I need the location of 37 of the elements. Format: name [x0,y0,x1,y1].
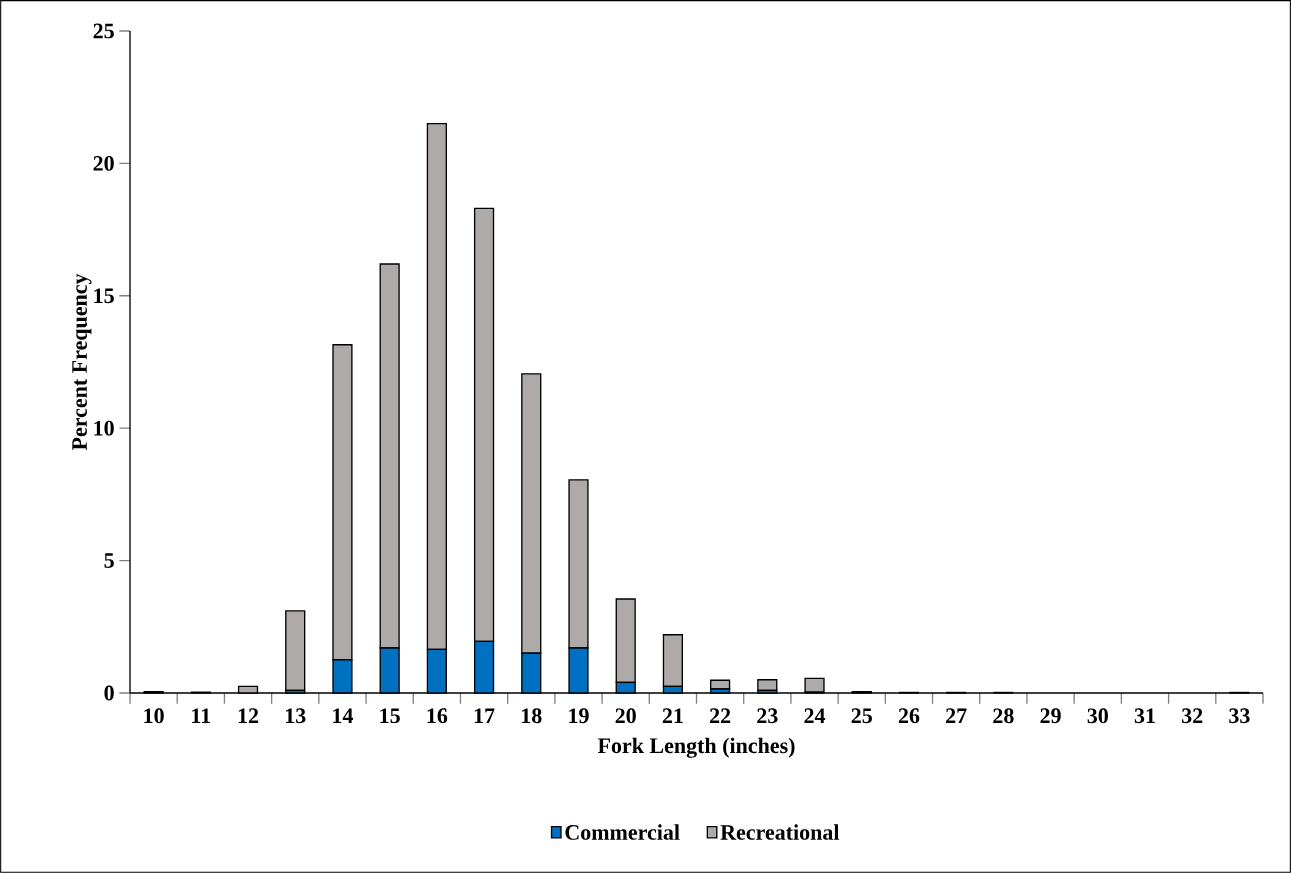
x-tick-label: 26 [898,708,920,724]
x-tick-label: 20 [615,708,636,724]
x-tick-label: 22 [710,708,731,723]
x-tick-label: 17 [474,708,495,723]
x-tick-label: 33 [1229,708,1250,724]
x-tick-label: 14 [333,708,354,723]
x-tick-label: 32 [1182,708,1203,724]
bar [804,677,825,693]
y-tick-label: 20 [93,155,114,171]
x-tick-label: 15 [380,708,400,724]
x-tick-label: 16 [427,708,448,724]
x-tick-label: 12 [238,708,259,723]
x-tick-label: 13 [286,708,306,724]
x-tick-label: 10 [144,708,164,724]
y-tick-label: 25 [93,23,114,39]
y-tick-label: 5 [104,553,114,568]
legend-label: Recreational [720,824,840,840]
x-tick-label: 21 [662,708,683,723]
y-tick-label: 15 [94,288,114,304]
x-axis-title: Fork Length (inches) [597,737,795,758]
y-tick-label: 0 [104,685,114,701]
bar [285,610,306,692]
x-tick-label: 24 [804,708,826,723]
x-tick-label: 11 [192,708,211,723]
x-tick-label: 19 [569,708,589,724]
x-tick-label: 25 [851,708,872,724]
x-tick-label: 28 [993,708,1014,724]
x-tick-label: 29 [1040,708,1061,724]
legend-label: Commercial [565,824,680,840]
y-tick-label: 10 [94,420,114,436]
x-tick-label: 27 [946,708,967,723]
y-axis-title: Percent Frequency [72,273,92,451]
bar [757,679,778,692]
x-tick-label: 30 [1087,708,1108,724]
x-tick-label: 31 [1134,708,1155,724]
x-tick-label: 18 [522,708,542,724]
x-tick-label: 23 [757,708,778,724]
